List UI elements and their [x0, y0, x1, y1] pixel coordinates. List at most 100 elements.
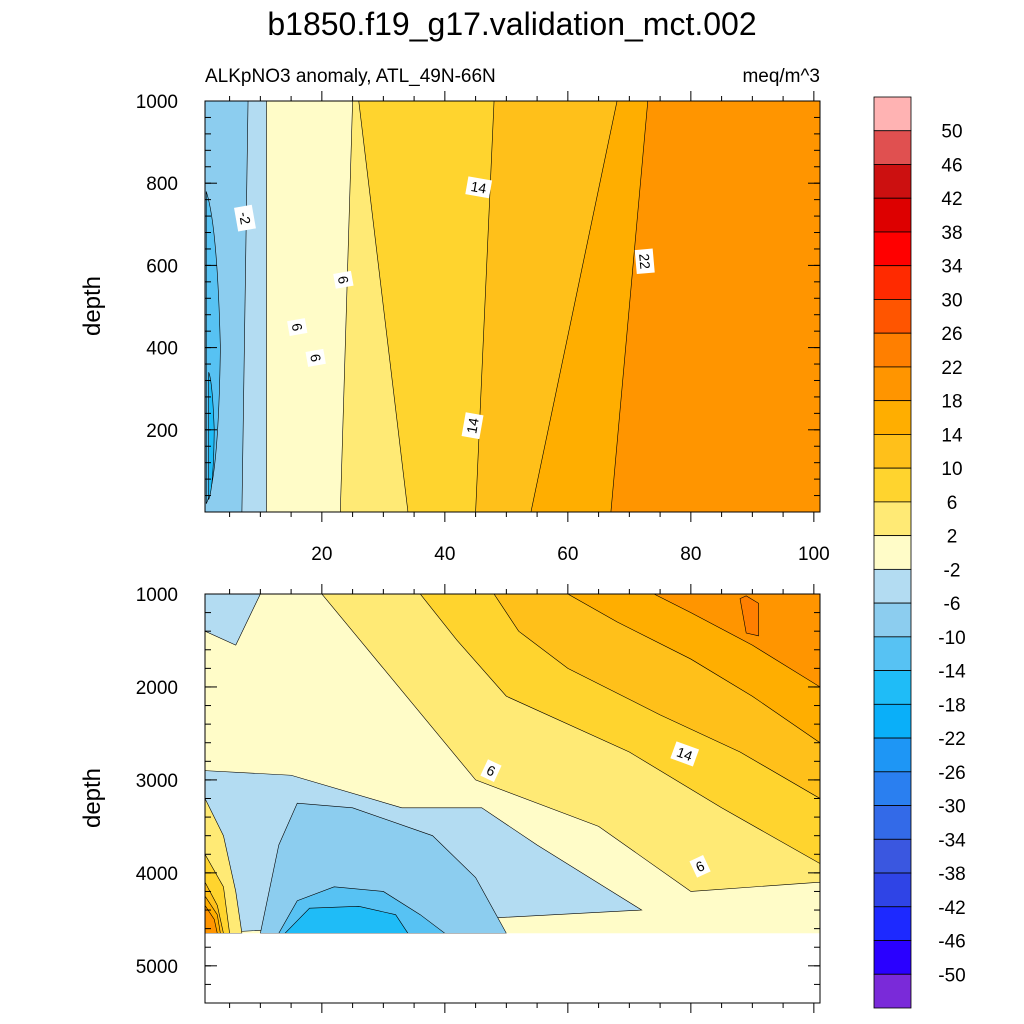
colorbar-swatch: [873, 434, 912, 469]
contour-label-text: 22: [636, 253, 653, 270]
contour-label: 6: [287, 318, 308, 336]
colorbar-swatch: [873, 501, 912, 537]
band-22: [653, 594, 820, 688]
colorbar-swatch: [873, 737, 912, 773]
xtick-label: 40: [434, 544, 455, 565]
contour-label-text: 14: [675, 744, 695, 764]
colorbar-swatch: [873, 670, 912, 705]
contour-label-box: [234, 204, 256, 232]
xtick-label: 80: [680, 544, 701, 565]
contour-label-box: [287, 318, 308, 336]
band-26: [739, 595, 759, 637]
colorbar-label: 30: [941, 290, 962, 311]
contour-label: 22: [634, 248, 655, 275]
ytick-label: 200: [146, 421, 178, 442]
colorbar-label: 22: [941, 358, 962, 379]
ytick-label: 400: [146, 339, 178, 360]
colorbar-label: -42: [938, 898, 965, 919]
chart-title: b1850.f19_g17.validation_mct.002: [267, 6, 756, 42]
contour-label: 6: [333, 270, 354, 289]
upper-y-axis-label: depth: [79, 276, 106, 336]
contour-label: 14: [465, 176, 493, 199]
contour-label-text: 14: [470, 178, 488, 196]
ytick-label: 5000: [136, 957, 178, 978]
colorbar-swatch: [873, 872, 912, 908]
contour-label-box: [634, 248, 655, 275]
colorbar-swatch: [873, 568, 912, 604]
colorbar-swatch: [873, 164, 912, 199]
colorbar-swatch: [873, 771, 912, 806]
contour-label: 6: [480, 759, 502, 782]
colorbar-label: -26: [938, 763, 965, 784]
colorbar-label: 2: [947, 527, 958, 548]
ytick-label: 600: [146, 256, 178, 277]
lower-contour-labels: 6 14 6: [480, 741, 711, 878]
band--2: [205, 594, 261, 646]
contour-label: 6: [305, 348, 326, 367]
contour-label: -2: [234, 204, 256, 232]
colorbar-label: -2: [944, 560, 961, 581]
colorbar-swatch: [873, 602, 912, 638]
colorbar-swatch: [873, 535, 912, 570]
colorbar-swatch: [873, 265, 912, 300]
colorbar-label: -22: [938, 729, 965, 750]
colorbar-swatch: [873, 940, 912, 975]
colorbar-label: 14: [941, 425, 963, 446]
colorbar-label: 10: [941, 459, 962, 480]
contour-label-box: [689, 855, 711, 878]
contour-label-box: [480, 759, 502, 782]
contour-label-box: [465, 176, 493, 199]
contour-label-box: [333, 270, 354, 289]
colorbar-label: -46: [938, 932, 965, 953]
colorbar-label: -50: [938, 965, 965, 986]
contour-label: 14: [670, 741, 700, 767]
lower-axes: 1000 2000 3000 4000 5000: [136, 584, 820, 1013]
lower-contour-fill: [205, 594, 820, 1003]
colorbar-label: -30: [938, 797, 965, 818]
contour-label-text: -2: [236, 211, 254, 226]
ytick-label: 1000: [136, 585, 178, 606]
contour-label-text: 6: [289, 322, 306, 333]
colorbar-label: 34: [941, 257, 963, 278]
contour-label-box: [670, 741, 700, 767]
xtick-label: 20: [311, 544, 332, 565]
no-data-region: [205, 933, 820, 1003]
upper-subtitle-left: ALKpNO3 anomaly, ATL_49N-66N: [205, 66, 496, 87]
colorbar-label: 46: [941, 155, 962, 176]
colorbar-label: 18: [941, 392, 962, 413]
contour-label-text: 6: [307, 353, 324, 364]
upper-contour-labels: 14 6 6 6 22 -2 14: [234, 176, 655, 440]
contour-label-text: 14: [463, 416, 481, 434]
colorbar-label: -14: [938, 662, 966, 683]
colorbar-swatch: [873, 130, 912, 165]
colorbar-swatch: [873, 636, 912, 671]
ytick-label: 3000: [136, 771, 178, 792]
upper-axes: 200 400 600 800 1000 20 40 60 80 100: [136, 91, 830, 565]
colorbar-swatch: [873, 332, 912, 368]
ytick-label: 1000: [136, 92, 178, 113]
upper-contour-fill: [205, 101, 820, 512]
colorbar-label: 50: [941, 122, 962, 143]
contour-label-text: 6: [335, 275, 352, 286]
colorbar-swatch: [873, 838, 912, 874]
xtick-label: 100: [798, 544, 830, 565]
colorbar-swatch: [873, 973, 912, 1009]
lower-contour-plot: 1000 2000 3000 4000 5000 6 14 6 depth: [79, 584, 821, 1013]
colorbar-swatch: [873, 703, 912, 739]
colorbar-swatch: [873, 197, 912, 233]
colorbar-label: -18: [938, 695, 965, 716]
colorbar-swatch: [873, 906, 912, 941]
lower-y-axis-label: depth: [79, 768, 106, 828]
upper-plot-frame: [204, 100, 821, 513]
colorbar-label: 42: [941, 189, 962, 210]
colorbar-label: -38: [938, 864, 965, 885]
colorbar-swatch: [873, 400, 912, 435]
contour-label: 6: [689, 855, 711, 878]
colorbar-swatch: [873, 805, 912, 840]
ytick-label: 4000: [136, 864, 178, 885]
contour-label-box: [461, 412, 484, 440]
colorbar-swatch: [873, 467, 912, 503]
contour-label: 14: [461, 412, 484, 440]
colorbar-label: 6: [947, 493, 958, 514]
